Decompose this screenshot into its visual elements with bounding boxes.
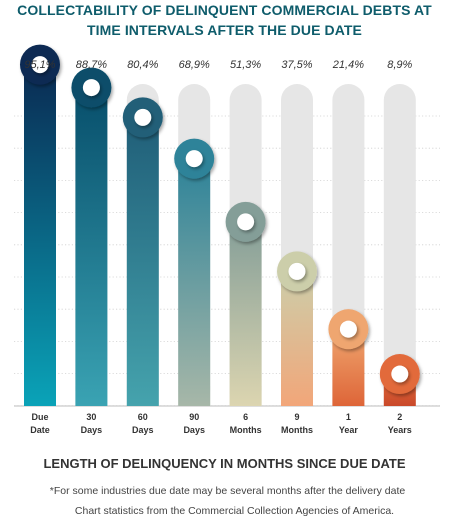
category-label: Days: [81, 425, 103, 435]
chart-title-line-2: TIME INTERVALS AFTER THE DUE DATE: [86, 22, 362, 38]
footnote-due-date: *For some industries due date may be sev…: [49, 485, 406, 497]
value-label: 37,5%: [281, 59, 312, 71]
value-marker-center: [31, 56, 49, 74]
value-marker-center: [82, 79, 100, 97]
value-marker-center: [185, 150, 203, 168]
x-axis-label: LENGTH OF DELINQUENCY IN MONTHS SINCE DU…: [43, 456, 406, 471]
value-marker-center: [237, 213, 255, 231]
chart-title: COLLECTABILITY OF DELINQUENT COMMERCIAL …: [0, 0, 449, 40]
category-label: 9: [294, 412, 299, 422]
bar: [75, 87, 108, 406]
category-label: Days: [183, 425, 205, 435]
value-marker-center: [288, 262, 306, 280]
bar: [24, 64, 56, 406]
value-marker-center: [339, 320, 357, 338]
value-marker-center: [391, 365, 409, 383]
value-label: 51,3%: [230, 59, 261, 71]
value-label: 88,7%: [76, 59, 107, 71]
value-label: 8,9%: [387, 59, 412, 71]
value-label: 95,1%: [24, 59, 55, 71]
bar: [126, 117, 159, 406]
bar: [281, 271, 313, 406]
bar-track: [383, 84, 416, 406]
category-label: Years: [388, 425, 412, 435]
bar: [229, 221, 262, 406]
value-label: 80,4%: [127, 59, 158, 71]
bar-chart: 95,1%DueDate88,7%30Days80,4%60Days68,9%9…: [14, 44, 440, 435]
category-label: Date: [30, 425, 50, 435]
value-label: 68,9%: [179, 59, 210, 71]
category-label: Months: [230, 425, 262, 435]
value-marker-center: [134, 108, 152, 126]
category-label: 1: [346, 412, 351, 422]
category-label: Due: [31, 412, 48, 422]
category-label: Months: [281, 425, 313, 435]
category-label: Days: [132, 425, 154, 435]
value-label: 21,4%: [332, 59, 364, 71]
category-label: 6: [243, 412, 248, 422]
bar: [178, 158, 211, 406]
footnote-source: Chart statistics from the Commercial Col…: [74, 505, 395, 517]
category-label: Year: [339, 425, 359, 435]
category-label: 2: [397, 412, 402, 422]
category-label: 60: [138, 412, 148, 422]
category-label: 30: [86, 412, 96, 422]
chart-title-line-1: COLLECTABILITY OF DELINQUENT COMMERCIAL …: [17, 2, 432, 18]
category-label: 90: [189, 412, 199, 422]
